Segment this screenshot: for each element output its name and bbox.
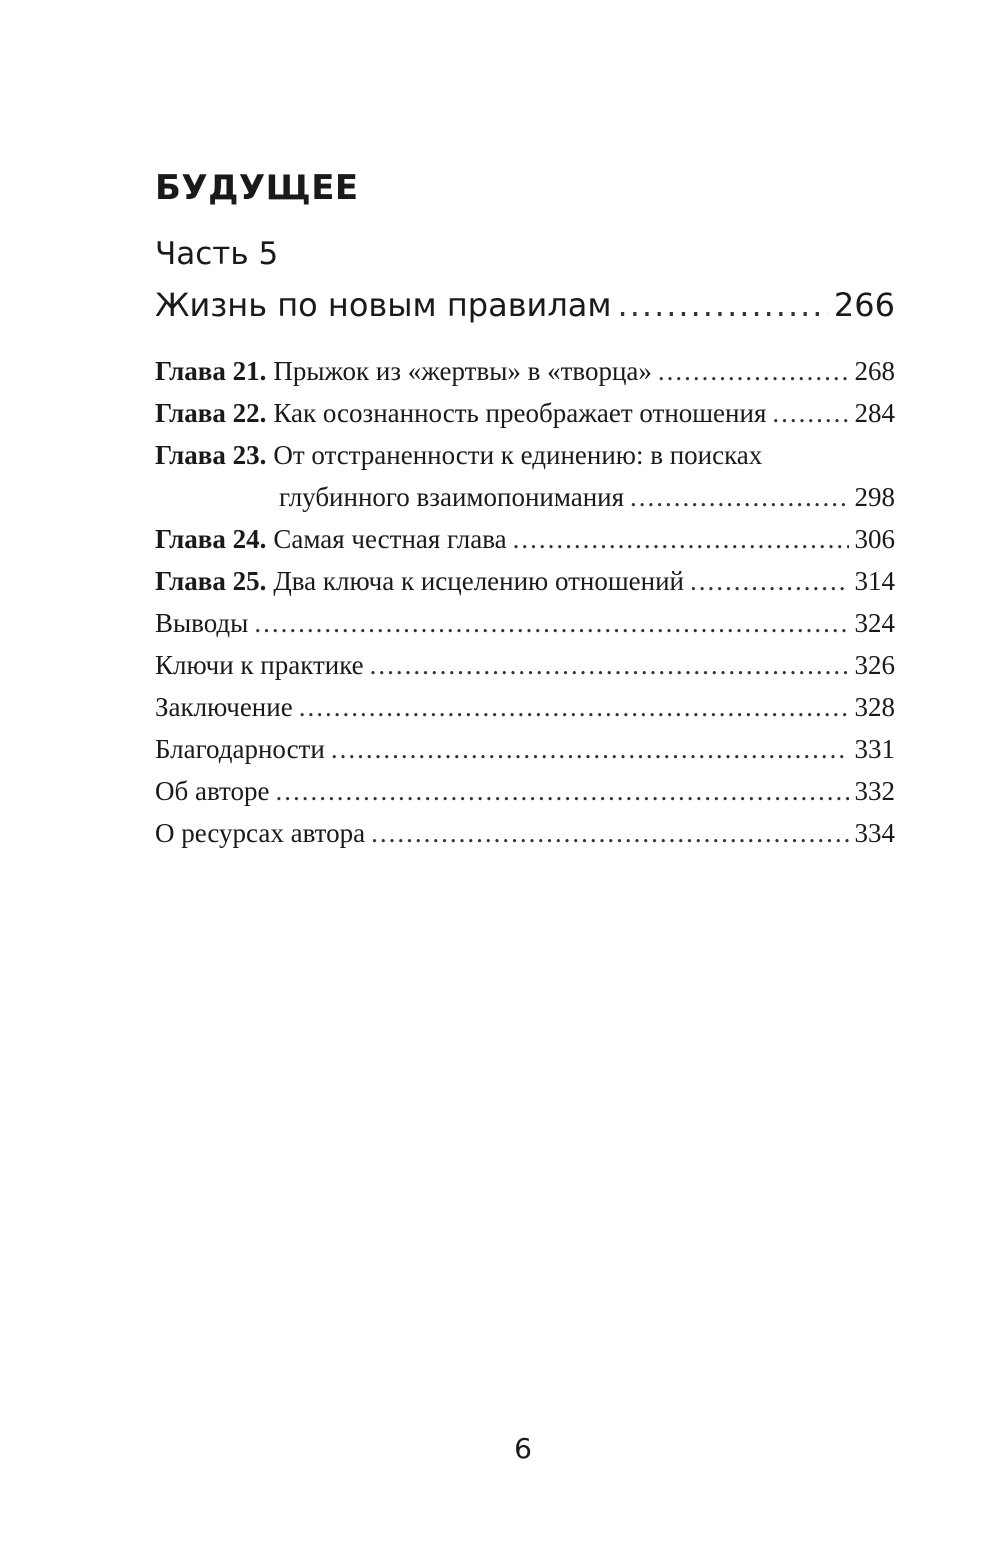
toc-chapter-entry[interactable]: Глава 24. Самая честная глава 306	[155, 518, 895, 560]
dot-leader	[371, 812, 848, 854]
dot-leader	[331, 728, 849, 770]
dot-leader	[299, 686, 849, 728]
toc-entry[interactable]: Об авторе 332	[155, 770, 895, 812]
page-ref: 298	[854, 482, 896, 512]
dot-leader	[370, 644, 849, 686]
toc-entry[interactable]: Ключи к практике 326	[155, 644, 895, 686]
chapter-label: Глава 21.	[155, 356, 267, 386]
page-ref: 332	[854, 776, 896, 806]
toc-chapter-entry[interactable]: Глава 21. Прыжок из «жертвы» в «творца» …	[155, 350, 895, 392]
chapter-label: Глава 23.	[155, 440, 267, 470]
part-title: Жизнь по новым правилам	[155, 286, 612, 324]
page-ref: 326	[854, 650, 896, 680]
page-ref: 268	[854, 356, 896, 386]
chapter-title: Прыжок из «жертвы» в «творца»	[273, 356, 652, 386]
dot-leader	[513, 518, 849, 560]
toc-chapter-entry[interactable]: Глава 23. От отстраненности к единению: …	[155, 434, 895, 476]
chapter-label: Глава 24.	[155, 524, 267, 554]
toc-chapter-entry[interactable]: Глава 22. Как осознанность преображает о…	[155, 392, 895, 434]
part-label: Часть 5	[155, 236, 279, 272]
chapter-label: Глава 25.	[155, 566, 267, 596]
chapter-title: Как осознанность преображает отношения	[273, 398, 767, 428]
toc-entry[interactable]: О ресурсах автора 334	[155, 812, 895, 854]
chapter-label: Глава 22.	[155, 398, 267, 428]
entry-title: Благодарности	[155, 734, 325, 764]
chapter-title: От отстраненности к единению: в поисках	[273, 440, 763, 470]
page-ref: 328	[854, 692, 896, 722]
entry-title: О ресурсах автора	[155, 818, 366, 848]
entry-title: Об авторе	[155, 776, 270, 806]
page-ref: 284	[854, 398, 896, 428]
dot-leader	[254, 602, 848, 644]
dot-leader	[690, 560, 849, 602]
entry-title: Заключение	[155, 692, 293, 722]
chapter-title-continued: глубинного взаимопонимания	[279, 482, 625, 512]
chapter-title: Два ключа к исцелению отношений	[273, 566, 684, 596]
page-ref: 266	[833, 286, 895, 324]
entry-title: Выводы	[155, 608, 249, 638]
page-ref: 331	[854, 734, 896, 764]
section-title: БУДУЩЕЕ	[155, 168, 359, 208]
toc-part-entry[interactable]: Жизнь по новым правилам 266	[155, 286, 895, 324]
page-ref: 306	[854, 524, 896, 554]
chapter-title: Самая честная глава	[273, 524, 507, 554]
page-number: 6	[514, 1432, 532, 1465]
toc-chapter-entry-continued[interactable]: глубинного взаимопонимания 298	[155, 476, 895, 518]
dot-leader	[658, 350, 849, 392]
toc-entry[interactable]: Выводы 324	[155, 602, 895, 644]
toc-entry[interactable]: Благодарности 331	[155, 728, 895, 770]
dot-leader	[772, 392, 848, 434]
dot-leader	[630, 476, 848, 518]
toc-list: Глава 21. Прыжок из «жертвы» в «творца» …	[155, 350, 895, 854]
toc-entry[interactable]: Заключение 328	[155, 686, 895, 728]
dot-leader	[618, 286, 828, 324]
page-ref: 334	[854, 818, 896, 848]
page-ref: 324	[854, 608, 896, 638]
toc-chapter-entry[interactable]: Глава 25. Два ключа к исцелению отношени…	[155, 560, 895, 602]
dot-leader	[275, 770, 848, 812]
page-ref: 314	[854, 566, 896, 596]
entry-title: Ключи к практике	[155, 650, 364, 680]
